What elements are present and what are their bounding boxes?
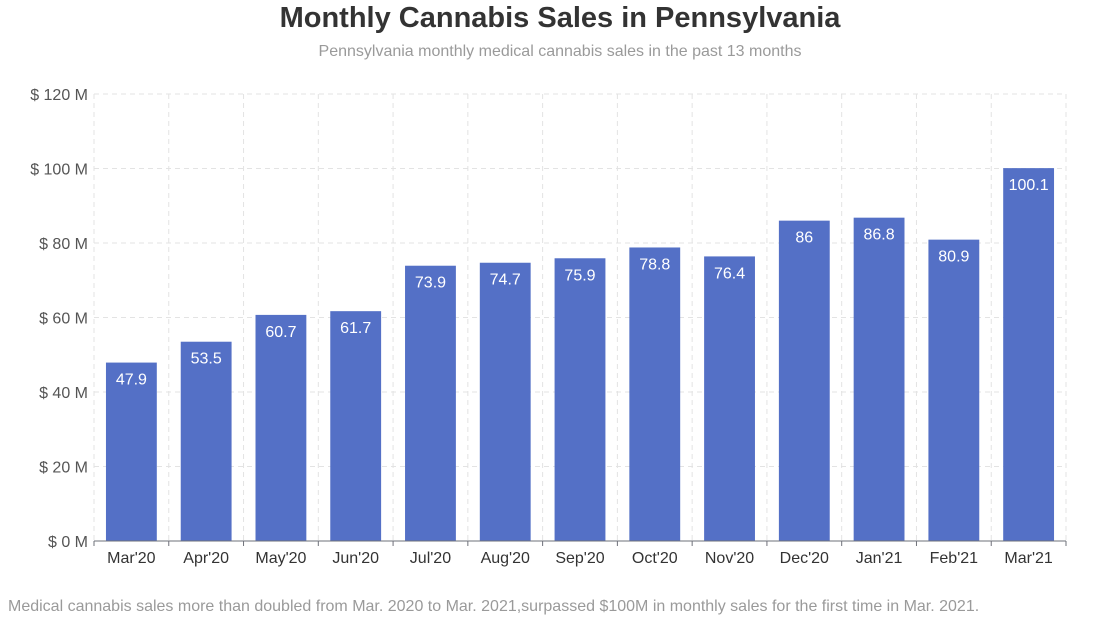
y-axis: $ 0 M $ 20 M $ 40 M $ 60 M $ 80 M $ 100 M $ 12… xyxy=(30,87,88,551)
data-label: 86.8 xyxy=(864,227,895,244)
x-tick-label: Aug'20 xyxy=(481,550,530,567)
y-tick-label: $ 0 M xyxy=(48,534,88,551)
data-label: 100.1 xyxy=(1009,177,1049,194)
y-tick-label: $ 20 M xyxy=(39,460,88,477)
x-tick-label: Apr'20 xyxy=(183,550,229,567)
data-labels: 47.9 53.5 60.7 61.7 73.9 74.7 75.9 78.8 76.4 86 86… xyxy=(116,177,1049,388)
x-tick-label: Nov'20 xyxy=(705,550,754,567)
x-tick-label: Dec'20 xyxy=(780,550,829,567)
x-tick-label: Feb'21 xyxy=(930,550,979,567)
bar xyxy=(554,258,606,541)
bar xyxy=(928,239,980,541)
x-axis: Mar'20 Apr'20 May'20 Jun'20 Jul'20 Aug'20 Sep'… xyxy=(93,540,1067,567)
bar xyxy=(330,311,382,541)
data-label: 47.9 xyxy=(116,372,147,389)
data-label: 73.9 xyxy=(415,275,446,292)
data-label: 61.7 xyxy=(340,320,371,337)
x-tick-label: Sep'20 xyxy=(555,550,604,567)
bar xyxy=(629,247,681,541)
x-tick-label: Jul'20 xyxy=(410,550,451,567)
x-tick-label: May'20 xyxy=(255,550,306,567)
x-tick-label: Mar'21 xyxy=(1004,550,1053,567)
chart-subtitle: Pennsylvania monthly medical cannabis sa… xyxy=(318,43,802,60)
bar xyxy=(1003,168,1055,541)
data-label: 80.9 xyxy=(938,249,969,266)
y-tick-label: $ 120 M xyxy=(30,87,88,104)
y-tick-label: $ 100 M xyxy=(30,162,88,179)
data-label: 60.7 xyxy=(265,324,296,341)
y-tick-label: $ 60 M xyxy=(39,311,88,328)
bar xyxy=(704,256,755,541)
bar xyxy=(778,220,830,541)
x-tick-label: Oct'20 xyxy=(632,550,678,567)
x-tick-label: Jan'21 xyxy=(856,550,903,567)
bar xyxy=(479,262,531,541)
x-tick-label: Jun'20 xyxy=(332,550,379,567)
x-tick-label: Mar'20 xyxy=(107,550,156,567)
bar xyxy=(255,314,307,541)
data-label: 74.7 xyxy=(490,272,521,289)
data-label: 53.5 xyxy=(191,351,222,368)
chart-title: Monthly Cannabis Sales in Pennsylvania xyxy=(279,2,841,34)
chart-footnote: Medical cannabis sales more than doubled… xyxy=(8,598,980,615)
bar xyxy=(405,265,456,541)
data-label: 86 xyxy=(795,230,813,247)
bar xyxy=(853,217,905,542)
y-tick-label: $ 80 M xyxy=(39,236,88,253)
bars xyxy=(105,168,1055,542)
bar xyxy=(180,341,232,541)
data-label: 78.8 xyxy=(639,256,670,273)
data-label: 76.4 xyxy=(714,265,745,282)
data-label: 75.9 xyxy=(564,267,595,284)
bar xyxy=(105,362,157,541)
y-tick-label: $ 40 M xyxy=(39,385,88,402)
